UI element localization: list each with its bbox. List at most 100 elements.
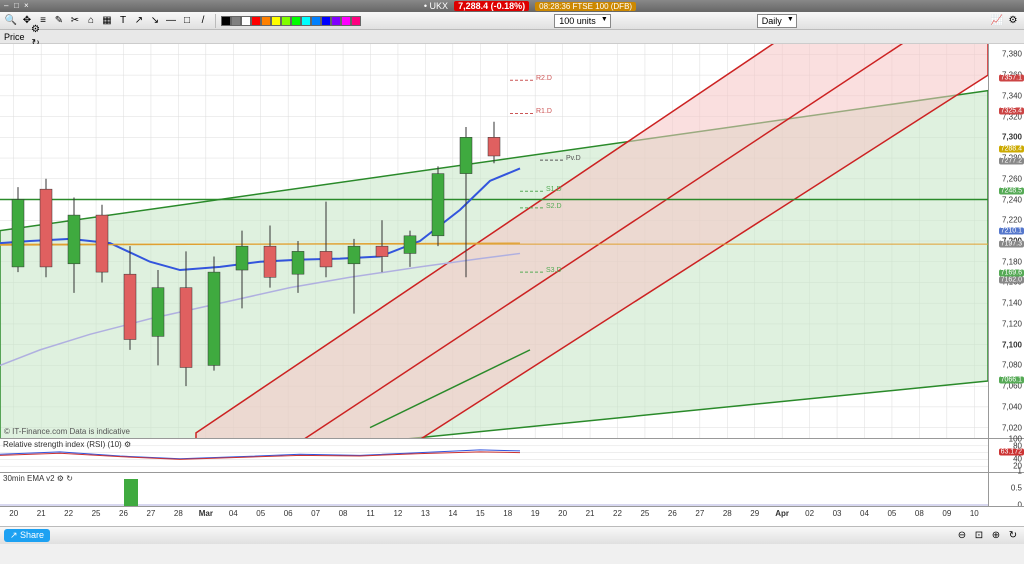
y-tick-label: 7,240 bbox=[1002, 195, 1022, 204]
session-badge: 08:28:36 FTSE 100 (DFB) bbox=[535, 2, 636, 11]
y-tick-label: 7,040 bbox=[1002, 402, 1022, 411]
pricebar-icon[interactable]: ⚙ bbox=[29, 23, 43, 37]
ema-y-axis: 00.51 bbox=[988, 473, 1024, 507]
x-tick-label: 02 bbox=[805, 509, 814, 518]
x-axis: 20212225262728Mar04050607081112131415181… bbox=[0, 506, 1024, 526]
x-tick-label: 29 bbox=[750, 509, 759, 518]
change-pct: (-0.18%) bbox=[491, 1, 526, 11]
zoom-icon[interactable]: ↻ bbox=[1006, 529, 1020, 543]
x-tick-label: 28 bbox=[174, 509, 183, 518]
color-swatch[interactable] bbox=[351, 16, 361, 26]
tool-icon[interactable]: □ bbox=[180, 14, 194, 28]
rsi-y-tick: 100 bbox=[1009, 435, 1022, 444]
tool-icon[interactable]: ↘ bbox=[148, 14, 162, 28]
x-tick-label: 08 bbox=[915, 509, 924, 518]
x-tick-label: 20 bbox=[9, 509, 18, 518]
x-tick-label: 28 bbox=[723, 509, 732, 518]
tool-icon[interactable]: ▦ bbox=[100, 14, 114, 28]
color-swatch[interactable] bbox=[271, 16, 281, 26]
tool-icon[interactable]: ✂ bbox=[68, 14, 82, 28]
x-tick-label: 26 bbox=[668, 509, 677, 518]
color-swatch[interactable] bbox=[221, 16, 231, 26]
share-button[interactable]: ↗ Share bbox=[4, 529, 50, 542]
tool-icon[interactable]: ✎ bbox=[52, 14, 66, 28]
ema-title: 30min EMA v2 ⚙ ↻ bbox=[3, 474, 73, 483]
zoom-icon[interactable]: ⊡ bbox=[972, 529, 986, 543]
toolbar-right-icon[interactable]: 📈 bbox=[990, 14, 1004, 28]
zoom-icon[interactable]: ⊖ bbox=[955, 529, 969, 543]
tool-icon[interactable]: ↗ bbox=[132, 14, 146, 28]
share-label: Share bbox=[20, 530, 44, 540]
x-tick-label: 09 bbox=[942, 509, 951, 518]
tool-icon[interactable]: / bbox=[196, 14, 210, 28]
x-tick-label: 25 bbox=[92, 509, 101, 518]
color-swatch[interactable] bbox=[261, 16, 271, 26]
y-axis: 7,0207,0407,0607,0807,1007,1207,1407,160… bbox=[988, 44, 1024, 438]
tool-icon[interactable]: 🔍 bbox=[4, 14, 18, 28]
x-tick-label: 04 bbox=[860, 509, 869, 518]
maximize-icon[interactable]: □ bbox=[14, 2, 22, 10]
tool-icon[interactable]: — bbox=[164, 14, 178, 28]
x-tick-label: 06 bbox=[284, 509, 293, 518]
color-swatch[interactable] bbox=[311, 16, 321, 26]
minimize-icon[interactable]: – bbox=[4, 2, 12, 10]
ema-y-tick: 1 bbox=[1018, 467, 1022, 476]
color-swatch[interactable] bbox=[241, 16, 251, 26]
rsi-title: Relative strength index (RSI) (10) ⚙ bbox=[3, 440, 131, 449]
y-tick-label: 7,180 bbox=[1002, 257, 1022, 266]
timeframe-dropdown[interactable]: Daily bbox=[757, 14, 797, 28]
x-tick-label: 05 bbox=[256, 509, 265, 518]
color-swatch[interactable] bbox=[251, 16, 261, 26]
main-chart[interactable]: 7,0207,0407,0607,0807,1007,1207,1407,160… bbox=[0, 44, 1024, 438]
rsi-value-tag: 63.172 bbox=[999, 448, 1024, 455]
price-tag: 7197.3 bbox=[999, 240, 1024, 247]
pivot-label: Pv.D bbox=[566, 155, 581, 162]
pivot-label: S2.D bbox=[546, 203, 562, 210]
price-tag: 7162.0 bbox=[999, 277, 1024, 284]
y-tick-label: 7,380 bbox=[1002, 50, 1022, 59]
x-tick-label: 11 bbox=[366, 509, 374, 518]
x-tick-label: 21 bbox=[586, 509, 595, 518]
tool-icon[interactable]: T bbox=[116, 14, 130, 28]
x-tick-label: 10 bbox=[970, 509, 979, 518]
x-tick-label: 04 bbox=[229, 509, 238, 518]
x-tick-label: 03 bbox=[833, 509, 842, 518]
price-tag: 7066.1 bbox=[999, 376, 1024, 383]
units-dropdown[interactable]: 100 units bbox=[554, 14, 611, 28]
x-tick-label: Apr bbox=[775, 509, 789, 518]
y-tick-label: 7,120 bbox=[1002, 319, 1022, 328]
color-swatch[interactable] bbox=[281, 16, 291, 26]
y-tick-label: 7,340 bbox=[1002, 91, 1022, 100]
y-tick-label: 7,260 bbox=[1002, 174, 1022, 183]
footer-bar: ↗ Share ⊖⊡⊕↻ bbox=[0, 526, 1024, 544]
zoom-icon[interactable]: ⊕ bbox=[989, 529, 1003, 543]
x-tick-label: 07 bbox=[311, 509, 320, 518]
color-swatch[interactable] bbox=[321, 16, 331, 26]
close-icon[interactable]: × bbox=[24, 2, 32, 10]
color-palette bbox=[221, 16, 361, 26]
color-swatch[interactable] bbox=[231, 16, 241, 26]
tool-icon[interactable]: ⌂ bbox=[84, 14, 98, 28]
x-tick-label: 20 bbox=[558, 509, 567, 518]
y-tick-label: 7,140 bbox=[1002, 299, 1022, 308]
price-badge: 7,288.4 (-0.18%) bbox=[454, 1, 529, 11]
y-tick-label: 7,080 bbox=[1002, 361, 1022, 370]
color-swatch[interactable] bbox=[291, 16, 301, 26]
ema-canvas bbox=[0, 473, 988, 507]
x-tick-label: 25 bbox=[640, 509, 649, 518]
price-tag: 7277.2 bbox=[999, 157, 1024, 164]
color-swatch[interactable] bbox=[331, 16, 341, 26]
color-swatch[interactable] bbox=[301, 16, 311, 26]
rsi-pane[interactable]: Relative strength index (RSI) (10) ⚙ 204… bbox=[0, 438, 1024, 472]
x-tick-label: 19 bbox=[531, 509, 540, 518]
main-toolbar: 🔍✥≡✎✂⌂▦T↗↘—□/ 100 units Daily 📈⚙ bbox=[0, 12, 1024, 30]
ema-pane[interactable]: 30min EMA v2 ⚙ ↻ 00.51 bbox=[0, 472, 1024, 506]
x-tick-label: 08 bbox=[339, 509, 348, 518]
x-tick-label: 12 bbox=[393, 509, 402, 518]
share-icon: ↗ bbox=[10, 530, 20, 540]
toolbar-right-icon[interactable]: ⚙ bbox=[1006, 14, 1020, 28]
color-swatch[interactable] bbox=[341, 16, 351, 26]
window-titlebar: – □ × • UKX 7,288.4 (-0.18%) 08:28:36 FT… bbox=[0, 0, 1024, 12]
rsi-canvas bbox=[0, 439, 988, 473]
x-tick-label: 15 bbox=[476, 509, 485, 518]
